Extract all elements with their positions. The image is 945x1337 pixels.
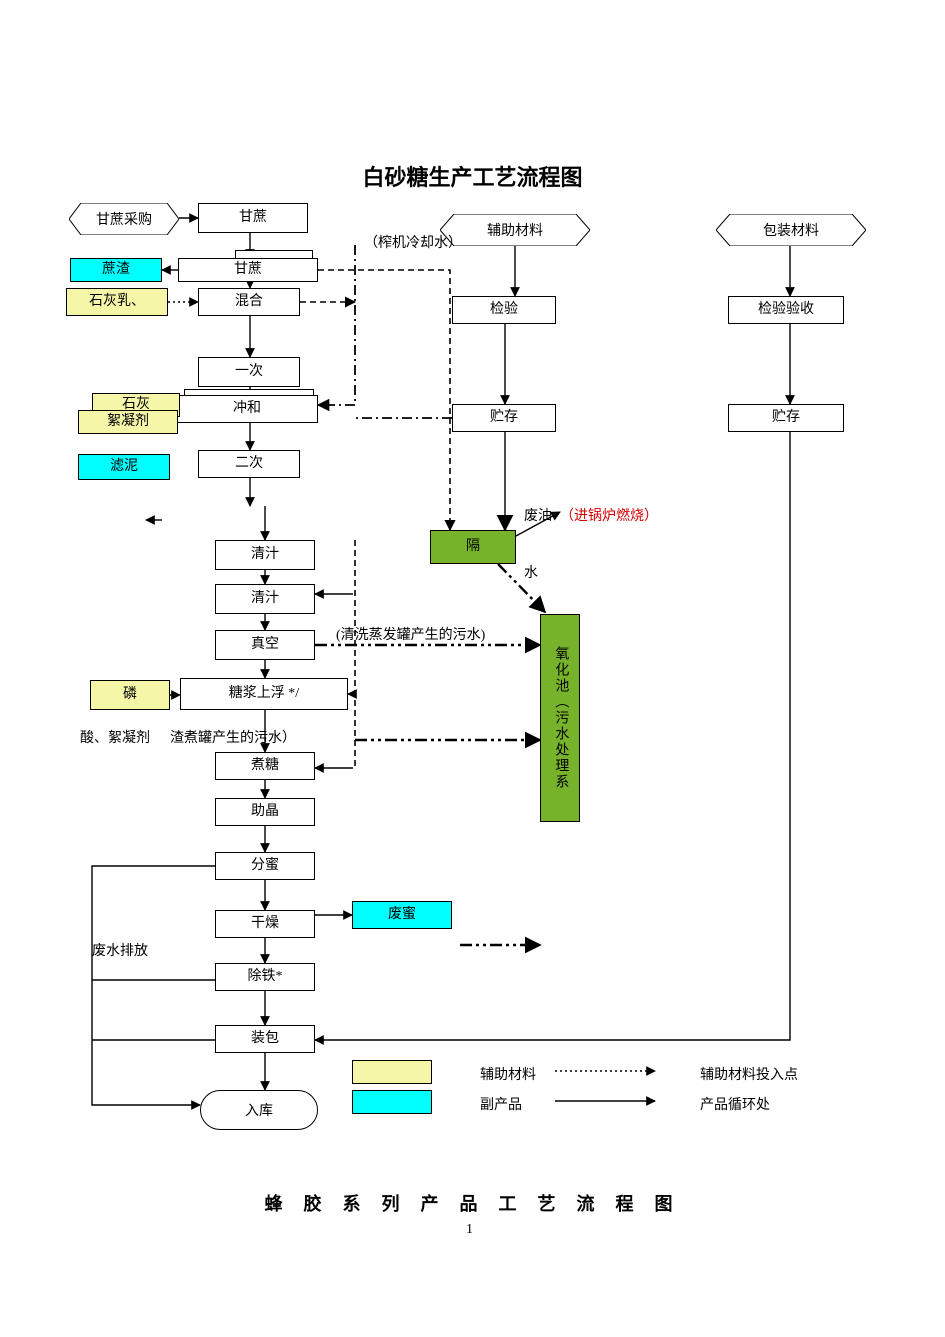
node-ge: 隔 bbox=[430, 530, 516, 564]
legend-label-xhcp: 产品循环处 bbox=[700, 1094, 770, 1114]
node-qz1-label: 清汁 bbox=[251, 547, 279, 564]
diagram-canvas: 白砂糖生产工艺流程图 甘蔗采购 甘蔗 甘蔗 蔗渣 石灰乳、 混合 一次 冲和 石… bbox=[0, 0, 945, 1337]
node-zj-label: 助晶 bbox=[251, 804, 279, 821]
page-title: 白砂糖生产工艺流程图 bbox=[0, 160, 945, 192]
node-fm: 分蜜 bbox=[215, 852, 315, 880]
node-lin-label: 磷 bbox=[123, 687, 137, 704]
node-rk: 入库 bbox=[200, 1090, 318, 1130]
node-cd-out-label: 冲和 bbox=[233, 401, 261, 418]
node-yhc-label: 氧化池（污水处理系 bbox=[552, 646, 569, 790]
label-shui: 水 bbox=[524, 562, 538, 582]
legend-swatch-cyan bbox=[352, 1090, 432, 1114]
node-ec: 二次 bbox=[198, 450, 300, 478]
node-tjs: 糖浆上浮 */ bbox=[180, 678, 348, 710]
node-jy: 检验 bbox=[452, 296, 556, 324]
node-zc1: 贮存 bbox=[452, 404, 556, 432]
node-hh: 混合 bbox=[198, 288, 300, 316]
node-fm-label: 分蜜 bbox=[251, 858, 279, 875]
node-qz2: 清汁 bbox=[215, 584, 315, 614]
node-zb: 装包 bbox=[215, 1025, 315, 1053]
node-zc2-label: 贮存 bbox=[772, 410, 800, 427]
node-qz2-label: 清汁 bbox=[251, 591, 279, 608]
node-shr: 石灰乳、 bbox=[66, 288, 168, 316]
node-yhc: 氧化池（污水处理系 bbox=[540, 614, 580, 822]
node-zc1-label: 贮存 bbox=[490, 410, 518, 427]
node-xn-label: 絮凝剂 bbox=[107, 414, 149, 431]
edges-layer bbox=[0, 0, 945, 1337]
node-jyys-label: 检验验收 bbox=[758, 302, 814, 319]
node-fzcl: 辅助材料 bbox=[440, 214, 590, 246]
node-gz: 甘蔗 bbox=[198, 203, 308, 233]
label-suan: 酸、絮凝剂 bbox=[80, 727, 150, 747]
node-gz-label: 甘蔗 bbox=[239, 210, 267, 227]
node-ct: 除铁* bbox=[215, 963, 315, 991]
page-number: 1 bbox=[466, 1222, 473, 1238]
node-zz-label: 蔗渣 bbox=[102, 262, 130, 279]
node-jy-label: 检验 bbox=[490, 302, 518, 319]
node-zt: 煮糖 bbox=[215, 752, 315, 780]
node-yc: 一次 bbox=[198, 357, 300, 387]
node-shr-label: 石灰乳、 bbox=[89, 294, 145, 311]
node-yc-label: 一次 bbox=[235, 364, 263, 381]
node-bzcl-label: 包装材料 bbox=[763, 220, 819, 240]
node-ln: 滤泥 bbox=[78, 454, 170, 480]
node-zc2: 贮存 bbox=[728, 404, 844, 432]
node-zk-label: 真空 bbox=[251, 637, 279, 654]
legend-label-fcp: 副产品 bbox=[480, 1094, 522, 1114]
node-gzcg-label: 甘蔗采购 bbox=[96, 209, 152, 229]
node-gzcg: 甘蔗采购 bbox=[69, 203, 179, 235]
node-rk-label: 入库 bbox=[245, 1100, 273, 1120]
node-ln-label: 滤泥 bbox=[110, 459, 138, 476]
node-bzcl: 包装材料 bbox=[716, 214, 866, 246]
node-qz1: 清汁 bbox=[215, 540, 315, 570]
label-glrs: （进锅炉燃烧） bbox=[560, 505, 658, 525]
label-fspf: 废水排放 bbox=[92, 940, 148, 960]
node-fmi-label: 废蜜 bbox=[388, 907, 416, 924]
node-hh-label: 混合 bbox=[235, 294, 263, 311]
node-lin: 磷 bbox=[90, 680, 170, 710]
node-gz3: 干燥 bbox=[215, 910, 315, 938]
node-jyys: 检验验收 bbox=[728, 296, 844, 324]
node-zj: 助晶 bbox=[215, 798, 315, 826]
legend-label-fzcl: 辅助材料 bbox=[480, 1064, 536, 1084]
node-fmi: 废蜜 bbox=[352, 901, 452, 929]
node-fzcl-label: 辅助材料 bbox=[487, 220, 543, 240]
label-xgws: 渣煮罐产生的污水） bbox=[170, 727, 296, 747]
node-gz2: 甘蔗 bbox=[178, 258, 318, 282]
node-ec-label: 二次 bbox=[235, 456, 263, 473]
node-gz3-label: 干燥 bbox=[251, 916, 279, 933]
node-zt-label: 煮糖 bbox=[251, 758, 279, 775]
page-subtitle: 蜂 胶 系 列 产 品 工 艺 流 程 图 bbox=[0, 1190, 945, 1216]
label-qxzf: (清洗蒸发罐产生的污水) bbox=[336, 624, 485, 644]
label-zjlqs: （榨机冷却水） bbox=[364, 232, 462, 252]
node-zz: 蔗渣 bbox=[70, 258, 162, 282]
node-ge-label: 隔 bbox=[466, 539, 480, 556]
node-cd-out: 冲和 bbox=[176, 395, 318, 423]
label-fy: 废油 bbox=[524, 505, 552, 525]
node-tjs-label: 糖浆上浮 */ bbox=[229, 686, 299, 703]
node-zb-label: 装包 bbox=[251, 1031, 279, 1048]
legend-swatch-yellow bbox=[352, 1060, 432, 1084]
legend-label-trd: 辅助材料投入点 bbox=[700, 1064, 798, 1084]
node-zk: 真空 bbox=[215, 630, 315, 660]
node-xn: 絮凝剂 bbox=[78, 410, 178, 434]
node-gz2-label: 甘蔗 bbox=[234, 262, 262, 279]
node-ct-label: 除铁* bbox=[248, 969, 283, 986]
